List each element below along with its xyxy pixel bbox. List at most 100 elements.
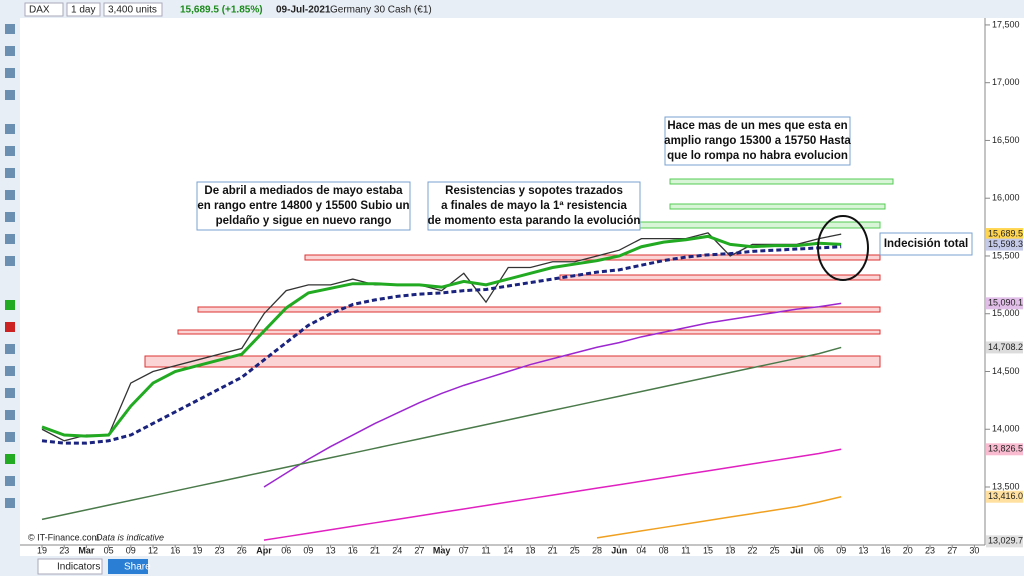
x-tick-label: 20: [903, 545, 913, 555]
symbol[interactable]: DAX: [29, 5, 50, 16]
annotation-text: Hace mas de un mes que esta en: [667, 120, 847, 132]
bottom-toolbar: [0, 556, 1024, 576]
x-tick-label: 08: [659, 545, 669, 555]
annotation-box: [664, 116, 851, 166]
units[interactable]: 3,400 units: [108, 5, 157, 16]
price-axis: [985, 18, 1024, 556]
y-tick-label: 13,500: [992, 481, 1020, 491]
price-tag-label: 13,826.5: [988, 444, 1023, 454]
annotation-box: [196, 181, 411, 231]
y-tick-label: 16,000: [992, 193, 1020, 203]
series-line: [41, 234, 842, 438]
price-tag-label: 15,090.1: [988, 298, 1023, 308]
copyright: © IT-Finance.com: [28, 532, 99, 542]
x-tick-label: 25: [770, 545, 780, 555]
x-tick-label: 24: [392, 545, 402, 555]
price-tag-label: 14,708.2: [988, 342, 1023, 352]
annotation-text: Resistencias y sopotes trazados: [445, 185, 623, 197]
price-tag-label: 13,029.7: [988, 536, 1023, 546]
x-tick-label: Jul: [790, 545, 803, 555]
indicators-button[interactable]: [37, 558, 103, 575]
x-tick-label: 13: [858, 545, 868, 555]
x-tick-label: 06: [814, 545, 824, 555]
price-tag: [986, 228, 1023, 241]
x-tick-label: 05: [104, 545, 114, 555]
indicators-label[interactable]: Indicators: [57, 562, 100, 573]
x-tick-label: 06: [281, 545, 291, 555]
annotation-text: De abril a mediados de mayo estaba: [204, 185, 403, 197]
x-tick-label: 18: [525, 545, 535, 555]
annotation-text: Indecisión total: [884, 238, 968, 250]
y-tick-label: 14,000: [992, 424, 1020, 434]
y-tick-label: 15,500: [992, 250, 1020, 260]
annotation-text: en rango entre 14800 y 15500 Subio un: [197, 200, 409, 212]
y-tick-label: 15,000: [992, 308, 1020, 318]
annotation-text: a finales de mayo la 1ª resistencia: [441, 200, 627, 212]
symbol-box[interactable]: [24, 2, 64, 17]
x-tick-label: 09: [126, 545, 136, 555]
x-tick-label: 19: [192, 545, 202, 555]
x-tick-label: Mar: [78, 545, 95, 555]
y-tick-label: 17,500: [992, 19, 1020, 29]
annotation-text: que lo rompa no habra evolucion: [667, 150, 848, 162]
interval[interactable]: 1 day: [71, 5, 95, 16]
price-tag: [986, 490, 1023, 503]
x-tick-label: 12: [148, 545, 158, 555]
share-button[interactable]: [108, 559, 148, 574]
x-tick-label: 26: [237, 545, 247, 555]
series-line: [263, 302, 842, 488]
x-tick-label: 13: [326, 545, 336, 555]
x-tick-label: 16: [170, 545, 180, 555]
price-tag: [986, 297, 1023, 310]
instrument: Germany 30 Cash (€1): [330, 5, 432, 16]
price-tag: [986, 341, 1023, 354]
units-box[interactable]: [103, 2, 163, 17]
x-tick-label: 27: [947, 545, 957, 555]
price-tag: [986, 535, 1023, 548]
x-tick-label: 15: [703, 545, 713, 555]
x-tick-label: 18: [725, 545, 735, 555]
annotation-text: peldaño y sigue en nuevo rango: [216, 215, 392, 227]
price-tag: [986, 238, 1023, 251]
series-line: [596, 495, 842, 539]
x-tick-label: 11: [681, 545, 690, 555]
x-tick-label: 25: [570, 545, 580, 555]
annotation-text: de momento esta parando la evolución: [428, 215, 641, 227]
price-tag-label: 13,416.0: [988, 491, 1023, 501]
date: 09-Jul-2021: [276, 5, 331, 16]
interval-box[interactable]: [66, 2, 101, 17]
y-tick-label: 16,500: [992, 135, 1020, 145]
share-label[interactable]: Share: [124, 562, 151, 573]
x-tick-label: 21: [370, 545, 380, 555]
tool-icons[interactable]: [5, 24, 15, 508]
data-note: Data is indicative: [96, 532, 164, 542]
series-line: [41, 232, 842, 442]
top-toolbar: [0, 0, 1024, 18]
x-tick-label: 16: [348, 545, 358, 555]
x-tick-label: 16: [881, 545, 891, 555]
annotation-text: amplio rango 15300 a 15750 Hasta: [664, 135, 851, 147]
x-tick-label: 23: [925, 545, 935, 555]
x-tick-label: 14: [503, 545, 513, 555]
x-tick-label: 28: [592, 545, 602, 555]
highlight-ellipse: [817, 215, 869, 281]
price-tag-label: 15,598.3: [988, 239, 1023, 249]
x-tick-label: 04: [636, 545, 646, 555]
price-tag-label: 15,689.5: [988, 228, 1023, 238]
x-tick-label: 11: [481, 545, 490, 555]
x-tick-label: 19: [37, 545, 47, 555]
x-tick-label: Apr: [256, 545, 272, 555]
x-tick-label: 30: [969, 545, 979, 555]
plot: [41, 232, 842, 541]
price: 15,689.5 (+1.85%): [180, 5, 263, 16]
series-line: [41, 245, 842, 445]
annotation-box: [427, 181, 641, 231]
price-tag: [986, 443, 1023, 456]
x-tick-label: 23: [59, 545, 69, 555]
x-tick-label: 27: [414, 545, 424, 555]
x-tick-label: May: [433, 545, 451, 555]
series-line: [263, 448, 842, 541]
